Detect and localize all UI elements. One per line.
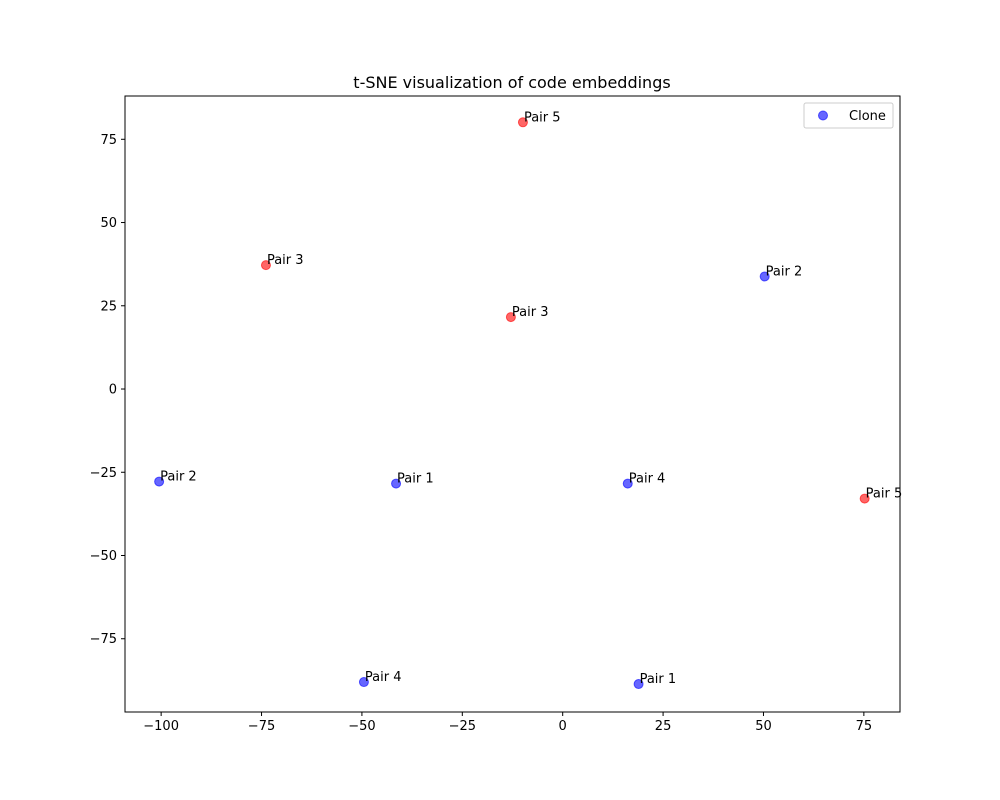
x-tick-label: 75: [856, 719, 873, 734]
legend-label-clone: Clone: [849, 109, 886, 124]
scatter-point: [859, 493, 870, 504]
scatter-point: [505, 312, 516, 323]
x-tick-label: −50: [348, 719, 375, 734]
x-tick-label: −75: [248, 719, 275, 734]
y-axis: −75 −50 −25 0 25 50 75: [90, 133, 125, 647]
data-points: Pair 2 Pair 1 Pair 4 Pair 2 Pair 4 Pair 1 Pair…: [154, 110, 903, 690]
legend-marker-clone: [818, 110, 828, 121]
point-label: Pair 1: [640, 672, 677, 687]
point-label: Pair 4: [629, 472, 666, 487]
scatter-point: [260, 260, 271, 271]
point-label: Pair 2: [160, 470, 197, 485]
scatter-point: [358, 677, 369, 688]
y-tick-label: 0: [109, 383, 117, 398]
point-label: Pair 5: [524, 110, 561, 125]
y-tick-label: 75: [100, 133, 117, 148]
x-tick-label: −25: [449, 719, 476, 734]
point-label: Pair 3: [267, 253, 304, 268]
x-tick-label: 50: [755, 719, 772, 734]
legend-box: [803, 102, 894, 129]
point-label: Pair 5: [866, 487, 903, 502]
scatter-point: [622, 478, 633, 489]
scatter-point: [391, 478, 402, 489]
y-tick-label: 50: [100, 216, 117, 231]
x-tick-label: 0: [559, 719, 567, 734]
scatter-point: [759, 271, 770, 282]
scatter-point: [517, 117, 528, 128]
x-tick-label: −100: [143, 719, 179, 734]
scatter-point: [154, 476, 165, 487]
scatter-point: [633, 679, 644, 690]
x-tick-label: 25: [655, 719, 672, 734]
point-label: Pair 4: [365, 670, 402, 685]
y-tick-label: −50: [90, 549, 117, 564]
point-label: Pair 1: [397, 472, 434, 487]
y-tick-label: −25: [90, 466, 117, 481]
y-tick-label: 25: [100, 299, 117, 314]
legend: Clone: [803, 102, 894, 129]
point-label: Pair 3: [512, 305, 549, 320]
x-axis: −100 −75 −50 −25 0 25 50 75: [143, 712, 872, 734]
point-label: Pair 2: [766, 264, 803, 279]
y-tick-label: −75: [90, 632, 117, 647]
chart-title: t-SNE visualization of code embeddings: [353, 73, 670, 92]
plot-area: [124, 95, 901, 713]
